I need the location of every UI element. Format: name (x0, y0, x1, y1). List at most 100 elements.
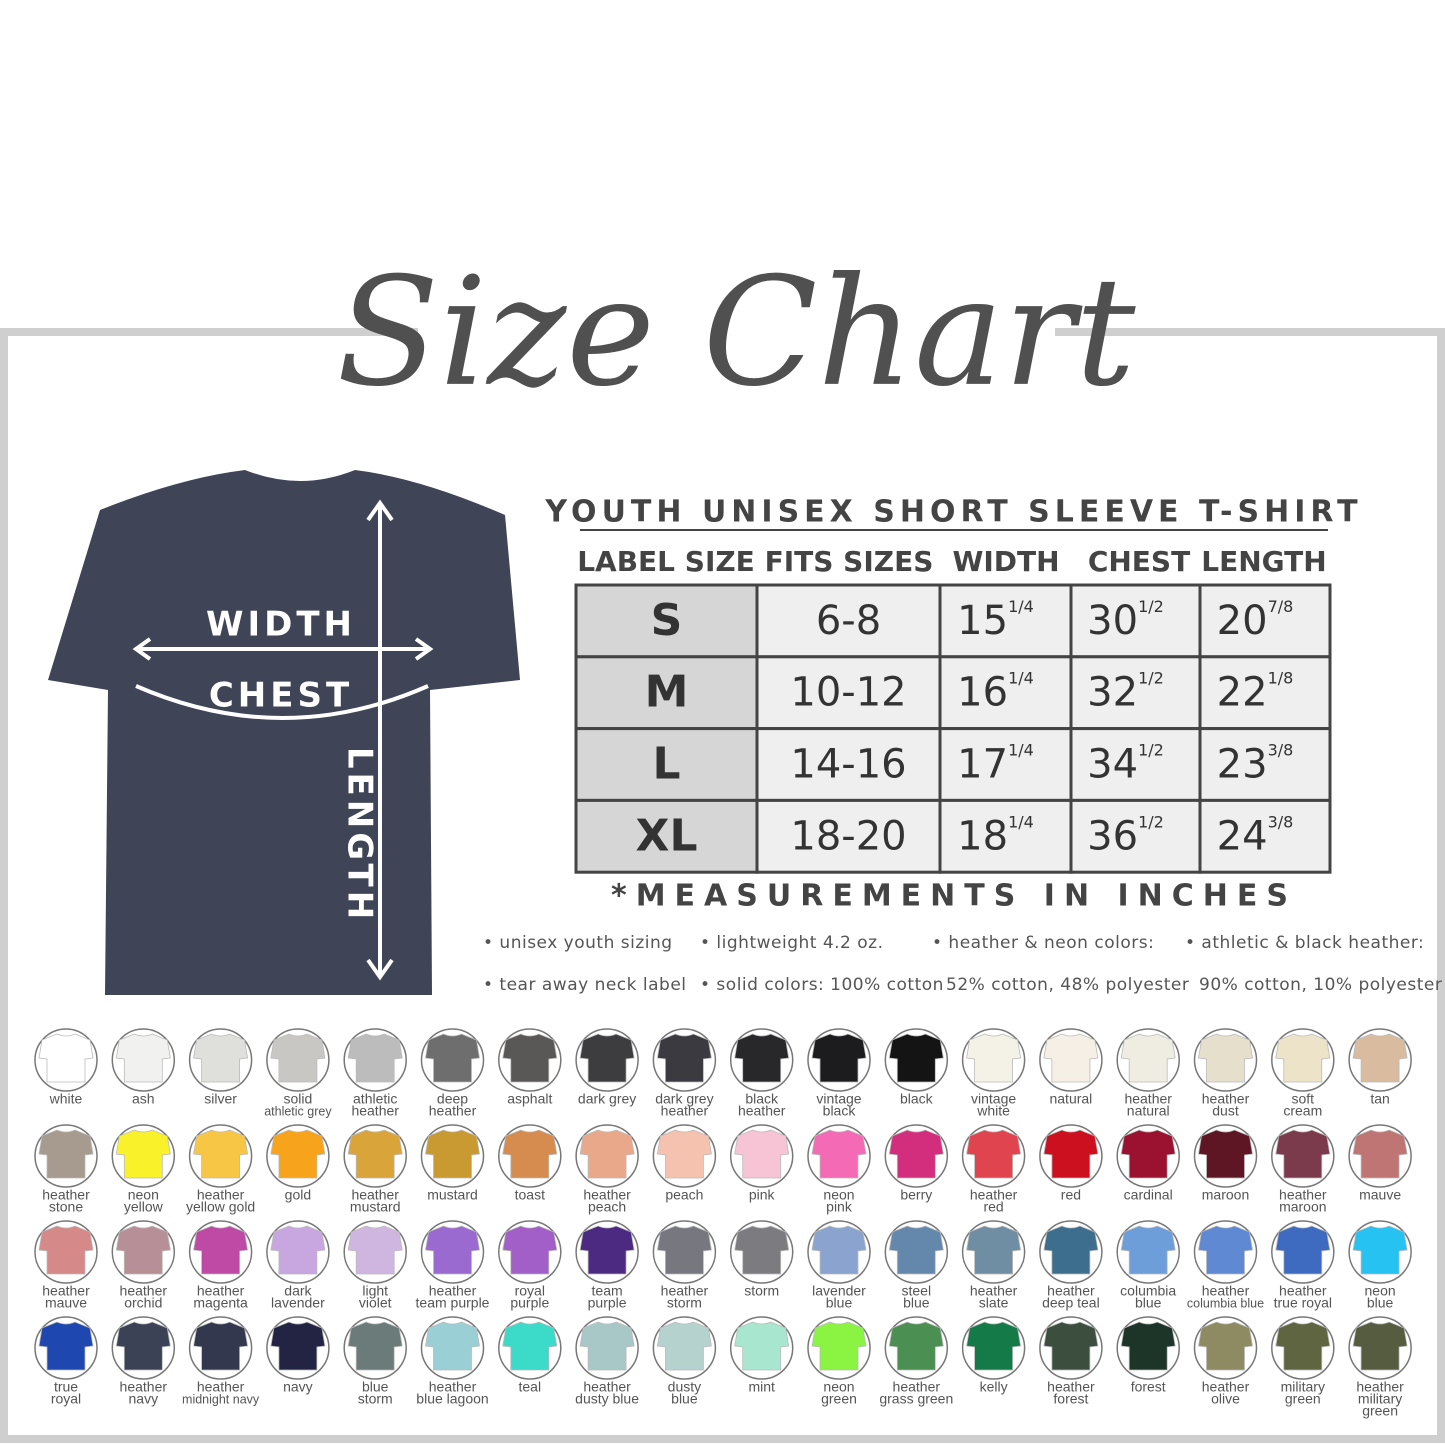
color-name: orchid (124, 1295, 162, 1311)
color-name: heather (1047, 1379, 1095, 1395)
measure-note: *MEASUREMENTS IN INCHES (611, 879, 1297, 914)
feature: • solid colors: 100% cotton (700, 975, 944, 995)
color-swatch (193, 1225, 249, 1275)
color-name: dust (1212, 1103, 1239, 1119)
color-name: heather (197, 1283, 245, 1299)
color-swatch (347, 1321, 403, 1371)
color-swatch (1275, 1225, 1331, 1275)
color-name: kelly (980, 1379, 1008, 1395)
color-swatch (38, 1225, 94, 1275)
color-swatch (347, 1225, 403, 1275)
color-name: deep (437, 1091, 468, 1107)
color-swatch (966, 1033, 1022, 1083)
color-name: green (1362, 1403, 1398, 1419)
table-cell (1069, 655, 1202, 731)
table-cell (938, 655, 1073, 731)
color-swatch (425, 1321, 480, 1371)
color-name: purple (510, 1295, 549, 1311)
arrow-heads (366, 499, 394, 981)
size-label: S (651, 595, 683, 646)
color-name: yellow (124, 1199, 164, 1215)
color-swatch (270, 1321, 326, 1371)
color-swatch (38, 1033, 94, 1083)
color-swatch (579, 1033, 635, 1083)
color-name: natural (1127, 1103, 1170, 1119)
table-cell (1069, 727, 1202, 802)
color-name: navy (283, 1379, 313, 1395)
measurement-fraction: 1/4 (1008, 740, 1034, 759)
color-name: navy (129, 1391, 159, 1407)
color-swatch (347, 1129, 403, 1179)
table-cell (755, 583, 942, 659)
color-swatch (193, 1321, 249, 1371)
measurement: 233/8 (1217, 740, 1294, 788)
color-name: peach (665, 1187, 703, 1203)
size-label: M (645, 667, 689, 718)
size-label: XL (636, 810, 698, 861)
color-name: dusty (668, 1379, 701, 1395)
color-name: heather (1202, 1091, 1250, 1107)
measurement: 243/8 (1217, 812, 1294, 860)
color-swatch (811, 1321, 867, 1371)
color-name: ash (132, 1091, 155, 1107)
length-label: LENGTH (340, 747, 380, 923)
fits-size: 14-16 (790, 742, 906, 788)
color-swatch (966, 1321, 1022, 1371)
feature: • lightweight 4.2 oz. (700, 933, 884, 953)
measurement-fraction: 3/8 (1268, 812, 1294, 831)
color-name: military (1281, 1379, 1325, 1395)
color-name: teal (519, 1379, 542, 1395)
color-swatch (270, 1225, 326, 1275)
measurement-whole: 22 (1217, 670, 1268, 716)
color-swatch (811, 1033, 867, 1083)
table-cell (755, 655, 942, 731)
measurement-whole: 30 (1087, 598, 1138, 644)
column-header: WIDTH (952, 545, 1059, 578)
color-swatch (656, 1225, 712, 1275)
color-name: storm (744, 1283, 779, 1299)
color-name: purple (588, 1295, 627, 1311)
color-name: dark grey (655, 1091, 713, 1107)
measurement: 181/4 (957, 812, 1034, 860)
feature: • athletic & black heather: (1185, 933, 1424, 953)
color-name: storm (667, 1295, 702, 1311)
feature: 52% cotton, 48% polyester (946, 975, 1189, 995)
color-name: mauve (45, 1295, 87, 1311)
color-name: steel (902, 1283, 932, 1299)
color-swatch (115, 1033, 171, 1083)
color-name: soft (1292, 1091, 1315, 1107)
color-swatch (656, 1321, 712, 1371)
color-name: heather (661, 1283, 709, 1299)
width-label: WIDTH (206, 605, 356, 645)
color-name: white (49, 1091, 83, 1107)
color-name: heather (1202, 1283, 1250, 1299)
color-name: mauve (1359, 1187, 1401, 1203)
color-swatch (1043, 1225, 1099, 1275)
color-swatch (1198, 1129, 1253, 1179)
color-name: maroon (1279, 1199, 1326, 1215)
color-name: lavender (812, 1283, 866, 1299)
table-cell (574, 798, 759, 874)
color-swatch (734, 1225, 790, 1275)
color-name: pink (826, 1199, 853, 1215)
color-name: heather (738, 1103, 786, 1119)
color-name: heather (970, 1187, 1018, 1203)
color-swatch (888, 1129, 944, 1179)
color-name: blue lagoon (416, 1391, 488, 1407)
color-name: dark (284, 1283, 312, 1299)
color-name: blue (903, 1295, 930, 1311)
measurement-whole: 24 (1217, 813, 1268, 859)
color-swatch (966, 1129, 1022, 1179)
feature: • unisex youth sizing (483, 933, 673, 953)
color-name: heather (1279, 1187, 1327, 1203)
measurement: 171/4 (957, 740, 1034, 788)
color-swatch (1352, 1321, 1408, 1371)
color-name: columbia (1120, 1283, 1176, 1299)
shirt-body (48, 470, 520, 995)
color-name: mustard (427, 1187, 478, 1203)
measurement-fraction: 1/4 (1008, 668, 1034, 687)
measurement: 207/8 (1217, 596, 1294, 644)
color-name: mustard (350, 1199, 401, 1215)
color-swatch (734, 1321, 790, 1371)
